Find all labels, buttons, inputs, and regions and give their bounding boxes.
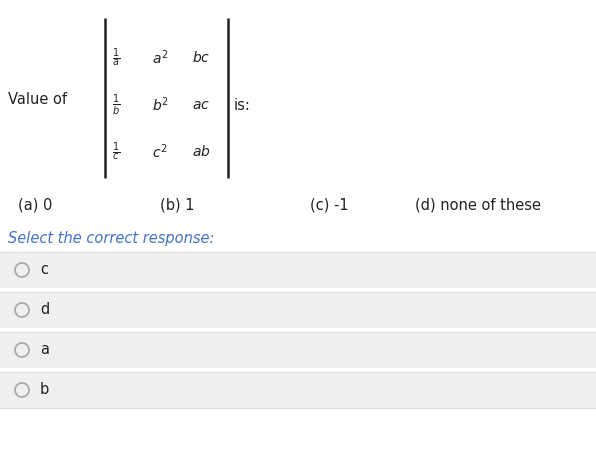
Text: (c) -1: (c) -1 bbox=[310, 198, 349, 212]
Text: $b^2$: $b^2$ bbox=[152, 96, 169, 114]
Text: Select the correct response:: Select the correct response: bbox=[8, 230, 215, 246]
Text: $a^2$: $a^2$ bbox=[152, 49, 169, 67]
Text: (b) 1: (b) 1 bbox=[160, 198, 194, 212]
Text: b: b bbox=[40, 383, 49, 397]
FancyBboxPatch shape bbox=[0, 252, 596, 288]
Text: $ac$: $ac$ bbox=[192, 98, 210, 112]
Text: $\frac{1}{b}$: $\frac{1}{b}$ bbox=[112, 92, 120, 118]
Text: d: d bbox=[40, 303, 49, 317]
FancyBboxPatch shape bbox=[0, 332, 596, 368]
Text: is:: is: bbox=[234, 98, 251, 112]
Text: $ab$: $ab$ bbox=[192, 145, 210, 159]
Text: $bc$: $bc$ bbox=[192, 50, 210, 66]
Text: c: c bbox=[40, 262, 48, 278]
Text: $c^2$: $c^2$ bbox=[152, 143, 167, 161]
Text: a: a bbox=[40, 343, 49, 357]
Text: (d) none of these: (d) none of these bbox=[415, 198, 541, 212]
Text: Value of: Value of bbox=[8, 92, 67, 108]
Text: (a) 0: (a) 0 bbox=[18, 198, 52, 212]
Text: $\frac{1}{c}$: $\frac{1}{c}$ bbox=[112, 140, 120, 163]
Text: $\frac{1}{a}$: $\frac{1}{a}$ bbox=[112, 47, 120, 69]
FancyBboxPatch shape bbox=[0, 292, 596, 328]
FancyBboxPatch shape bbox=[0, 372, 596, 408]
